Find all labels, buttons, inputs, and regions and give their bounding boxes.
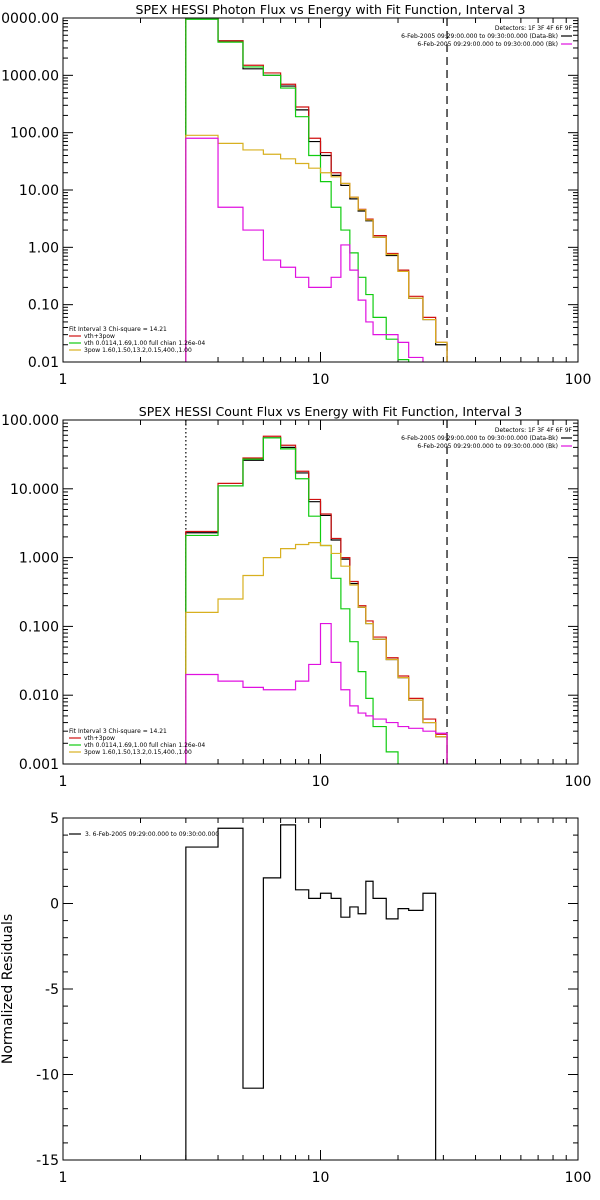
y-tick-label: 0.01 bbox=[28, 355, 59, 371]
plot-frame bbox=[62, 817, 579, 1161]
y-tick-label: 1000.00 bbox=[1, 68, 59, 84]
chart-panel-1: SPEX HESSI Photon Flux vs Energy with Fi… bbox=[0, 2, 592, 388]
chart-title: SPEX HESSI Count Flux vs Energy with Fit… bbox=[139, 404, 522, 419]
y-tick-label: 0 bbox=[50, 897, 59, 913]
x-tick-label: 1 bbox=[59, 1170, 68, 1186]
y-tick-label: 0.10 bbox=[28, 298, 59, 314]
y-tick-label: 10000.00 bbox=[0, 11, 59, 27]
legend-bottom-left-text: vth+3pow bbox=[84, 735, 115, 742]
x-tick-label: 1 bbox=[59, 774, 68, 790]
y-tick-label: -5 bbox=[45, 982, 59, 998]
legend-top-right-text: Detectors: 1F 3F 4F 6F 9F bbox=[495, 25, 573, 32]
legend-top-right-text: 6-Feb-2005 09:29:00.000 to 09:30:00.000 … bbox=[417, 41, 558, 48]
series-4-step-line bbox=[185, 134, 448, 362]
y-tick-label: 100.000 bbox=[1, 413, 59, 429]
x-tick-label: 10 bbox=[312, 372, 330, 388]
x-tick-label: 10 bbox=[312, 1170, 330, 1186]
series-3-step-line bbox=[185, 437, 399, 764]
x-tick-label: 100 bbox=[565, 1170, 592, 1186]
legend-top-left-text: 3. 6-Feb-2005 09:29:00.000 to 09:30:00.0… bbox=[85, 831, 219, 838]
chart-panel-3: 1 10 100 -15 -10 -5 0 5 Normalized Residuals 3. 6… bbox=[0, 811, 591, 1186]
series-1-step-line bbox=[185, 437, 448, 764]
legend-bottom-left-text: Fit Interval 3 Chi-square = 14.21 bbox=[69, 326, 167, 333]
y-tick-label: 10.000 bbox=[10, 482, 59, 498]
legend-top-right-text: 6-Feb-2005 09:29:00.000 to 09:30:00.000 … bbox=[417, 443, 558, 450]
series-5-step-line bbox=[185, 622, 448, 764]
legend-bottom-left-text: 3pow 1.60,1.50,13.2,0.15,400.,1.00 bbox=[84, 749, 192, 756]
series-1-step-line bbox=[185, 824, 437, 1160]
y-tick-label: 5 bbox=[50, 811, 59, 827]
legend-top-right-text: 6-Feb-2005 09:29:00.000 to 09:30:00.000 … bbox=[401, 33, 558, 40]
plot-frame bbox=[62, 17, 579, 363]
legend-bottom-left-text: vth 0.0114,1.69,1.00 full chian 1.26e-04 bbox=[84, 742, 205, 749]
plot-frame bbox=[62, 419, 579, 765]
series-3-step-line bbox=[185, 18, 410, 362]
series-4-step-line bbox=[185, 542, 448, 764]
y-tick-label: 1.00 bbox=[28, 240, 59, 256]
legend-bottom-left-text: Fit Interval 3 Chi-square = 14.21 bbox=[69, 728, 167, 735]
y-tick-label: -10 bbox=[36, 1068, 59, 1084]
plot-area bbox=[185, 420, 448, 764]
series-1-step-line bbox=[185, 18, 448, 362]
x-tick-label: 100 bbox=[565, 372, 592, 388]
y-tick-label: 0.001 bbox=[19, 757, 59, 773]
legend-top-right-text: Detectors: 1F 3F 4F 6F 9F bbox=[495, 427, 573, 434]
y-axis-label: Normalized Residuals bbox=[0, 914, 16, 1064]
series-5-step-line bbox=[185, 137, 424, 362]
y-tick-label: 0.010 bbox=[19, 688, 59, 704]
y-tick-label: 0.100 bbox=[19, 619, 59, 635]
chart-title: SPEX HESSI Photon Flux vs Energy with Fi… bbox=[136, 2, 526, 17]
plot-area bbox=[185, 824, 437, 1160]
series-2-step-line bbox=[185, 18, 448, 362]
y-tick-label: 10.00 bbox=[19, 183, 59, 199]
series-2-step-line bbox=[185, 435, 448, 764]
y-tick-label: -15 bbox=[36, 1153, 59, 1169]
x-tick-label: 100 bbox=[565, 774, 592, 790]
x-tick-label: 1 bbox=[59, 372, 68, 388]
plot-area bbox=[185, 18, 448, 362]
legend-bottom-left-text: vth 0.0114,1.69,1.00 full chian 1.26e-04 bbox=[84, 340, 205, 347]
legend-bottom-left-text: vth+3pow bbox=[84, 333, 115, 340]
x-tick-label: 10 bbox=[312, 774, 330, 790]
y-tick-label: 1.000 bbox=[19, 551, 59, 567]
chart-panel-2: SPEX HESSI Count Flux vs Energy with Fit… bbox=[1, 404, 592, 790]
legend-top-right-text: 6-Feb-2005 09:29:00.000 to 09:30:00.000 … bbox=[401, 435, 558, 442]
legend-bottom-left-text: 3pow 1.60,1.50,13.2,0.15,400.,1.00 bbox=[84, 347, 192, 354]
y-tick-label: 100.00 bbox=[10, 126, 59, 142]
